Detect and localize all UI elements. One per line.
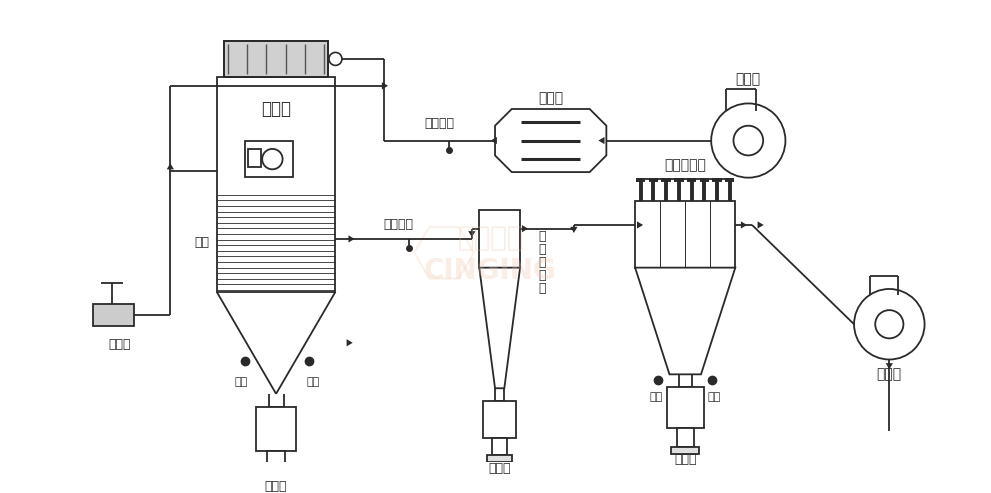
Bar: [217, 76, 336, 292]
Circle shape: [854, 289, 925, 359]
Polygon shape: [886, 363, 893, 369]
Bar: [483, 401, 516, 438]
Polygon shape: [599, 137, 605, 144]
Bar: [245, 141, 292, 176]
Text: 蠕动泵: 蠕动泵: [108, 338, 131, 351]
Text: 出风温度: 出风温度: [384, 217, 413, 231]
Circle shape: [263, 149, 282, 169]
Text: 送风机: 送风机: [735, 72, 761, 86]
Circle shape: [712, 104, 786, 177]
Polygon shape: [491, 137, 496, 144]
Text: 布袋除尘器: 布袋除尘器: [664, 159, 707, 173]
Text: 收料瓶: 收料瓶: [265, 480, 287, 493]
Polygon shape: [480, 268, 520, 388]
Bar: [267, 451, 285, 472]
Polygon shape: [570, 227, 578, 233]
Text: 进风温度: 进风温度: [424, 117, 454, 130]
Polygon shape: [468, 231, 476, 237]
Polygon shape: [382, 82, 387, 89]
Polygon shape: [522, 225, 528, 232]
Text: 雾化塔: 雾化塔: [261, 100, 291, 118]
Polygon shape: [635, 268, 735, 374]
Bar: [635, 201, 735, 268]
Bar: [480, 210, 520, 268]
Circle shape: [733, 126, 763, 155]
Bar: [671, 447, 699, 454]
Bar: [667, 387, 704, 428]
Polygon shape: [347, 339, 353, 347]
Polygon shape: [349, 235, 355, 243]
Polygon shape: [166, 163, 174, 170]
Circle shape: [329, 52, 342, 66]
Bar: [224, 41, 328, 76]
Bar: [93, 304, 134, 326]
Text: 加热器: 加热器: [538, 91, 563, 105]
Text: 收料瓶: 收料瓶: [674, 453, 697, 466]
Polygon shape: [496, 109, 606, 172]
Text: 振打: 振打: [234, 377, 248, 387]
Text: 旋
风
分
离
器: 旋 风 分 离 器: [539, 230, 546, 295]
Bar: [488, 455, 512, 462]
Polygon shape: [757, 221, 764, 229]
Text: 收料瓶: 收料瓶: [489, 461, 511, 475]
Polygon shape: [741, 221, 747, 229]
Bar: [249, 149, 262, 168]
Bar: [224, 41, 328, 76]
Text: 振打: 振打: [650, 391, 663, 402]
Text: 上海庆机
CINGING: 上海庆机 CINGING: [424, 224, 557, 285]
Polygon shape: [637, 221, 643, 229]
Bar: [493, 438, 507, 455]
Bar: [677, 428, 694, 447]
Circle shape: [875, 310, 904, 338]
Text: 气扫: 气扫: [194, 236, 209, 249]
Text: 振打: 振打: [306, 377, 320, 387]
Bar: [261, 472, 291, 479]
Text: 引风机: 引风机: [877, 367, 902, 382]
Bar: [256, 407, 296, 451]
Text: 振打: 振打: [708, 391, 720, 402]
